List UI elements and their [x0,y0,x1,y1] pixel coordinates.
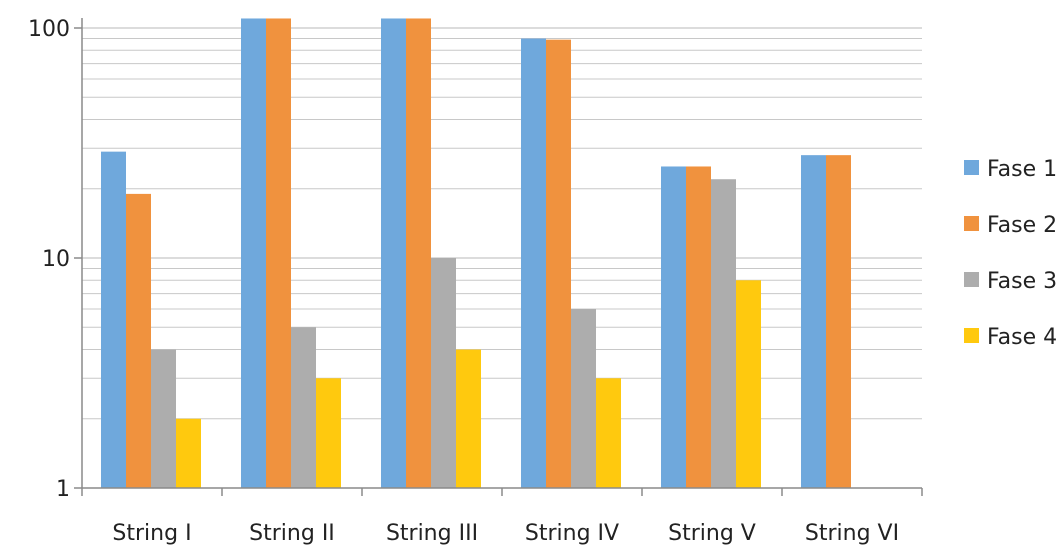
bar-fase-3-1 [291,327,316,488]
legend-swatch [964,272,979,287]
y-tick-label: 1 [56,477,70,502]
y-tick-label: 10 [42,247,70,272]
bar-fase-1-5 [801,155,826,488]
bar-fase-2-4 [686,166,711,488]
x-category-label: String VI [805,521,899,546]
bar-fase-1-1 [241,18,266,489]
legend-swatch [964,160,979,175]
bar-fase-4-2 [456,349,481,488]
gridlines [82,27,922,489]
bar-fase-2-2 [406,18,431,489]
bar-fase-4-0 [176,418,201,488]
bar-fase-3-0 [151,349,176,488]
legend-swatch [964,216,979,231]
axes [74,18,923,496]
bar-fase-2-0 [126,193,151,489]
x-category-label: String III [386,521,478,546]
x-category-label: String V [668,521,756,546]
bar-fase-3-2 [431,258,456,488]
legend-label: Fase 4 [987,325,1057,350]
legend-label: Fase 3 [987,269,1057,294]
bar-fase-1-3 [521,38,546,488]
bar-fase-2-5 [826,155,851,488]
bar-fase-4-4 [736,280,761,488]
legend: Fase 1 Fase 2 Fase 3 Fase 4 [964,157,1057,350]
bar-fase-1-2 [381,18,406,489]
bar-fase-2-3 [546,39,571,489]
y-tick-labels: 1 10 100 [28,17,70,502]
x-category-label: String II [249,521,335,546]
y-tick-label: 100 [28,17,70,42]
x-category-label: String IV [525,521,619,546]
legend-label: Fase 2 [987,213,1057,238]
legend-label: Fase 1 [987,157,1057,182]
bars [101,18,851,489]
bar-fase-4-3 [596,378,621,488]
x-category-label: String I [112,521,191,546]
bar-fase-3-3 [571,309,596,488]
bar-fase-2-1 [266,18,291,489]
bar-fase-1-4 [661,166,686,488]
bar-fase-1-0 [101,151,126,488]
bar-fase-3-4 [711,179,736,488]
legend-swatch [964,328,979,343]
bar-fase-4-1 [316,378,341,488]
x-category-labels: String I String II String III String IV Stri… [112,521,899,546]
